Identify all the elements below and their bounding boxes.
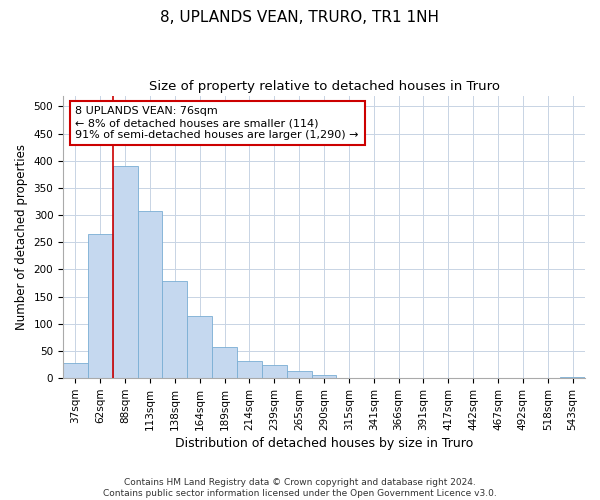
Bar — [262, 365, 287, 378]
X-axis label: Distribution of detached houses by size in Truro: Distribution of detached houses by size … — [175, 437, 473, 450]
Bar — [560, 376, 585, 378]
Bar — [88, 234, 113, 378]
Y-axis label: Number of detached properties: Number of detached properties — [15, 144, 28, 330]
Bar — [212, 347, 237, 378]
Bar — [137, 211, 163, 378]
Bar — [163, 282, 187, 378]
Bar — [63, 363, 88, 378]
Text: 8 UPLANDS VEAN: 76sqm
← 8% of detached houses are smaller (114)
91% of semi-deta: 8 UPLANDS VEAN: 76sqm ← 8% of detached h… — [76, 106, 359, 140]
Bar — [287, 370, 311, 378]
Text: Contains HM Land Registry data © Crown copyright and database right 2024.
Contai: Contains HM Land Registry data © Crown c… — [103, 478, 497, 498]
Bar — [187, 316, 212, 378]
Bar — [311, 375, 337, 378]
Title: Size of property relative to detached houses in Truro: Size of property relative to detached ho… — [149, 80, 500, 93]
Text: 8, UPLANDS VEAN, TRURO, TR1 1NH: 8, UPLANDS VEAN, TRURO, TR1 1NH — [161, 10, 439, 25]
Bar — [113, 166, 137, 378]
Bar — [237, 361, 262, 378]
